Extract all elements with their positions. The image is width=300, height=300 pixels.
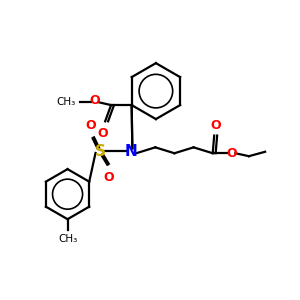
Text: N: N xyxy=(124,144,137,159)
Text: O: O xyxy=(226,147,237,160)
Text: O: O xyxy=(210,119,221,132)
Text: O: O xyxy=(86,119,96,132)
Text: S: S xyxy=(94,144,105,159)
Text: CH₃: CH₃ xyxy=(58,234,77,244)
Text: CH₃: CH₃ xyxy=(56,97,76,107)
Text: O: O xyxy=(89,94,100,107)
Text: O: O xyxy=(98,127,108,140)
Text: O: O xyxy=(103,171,114,184)
